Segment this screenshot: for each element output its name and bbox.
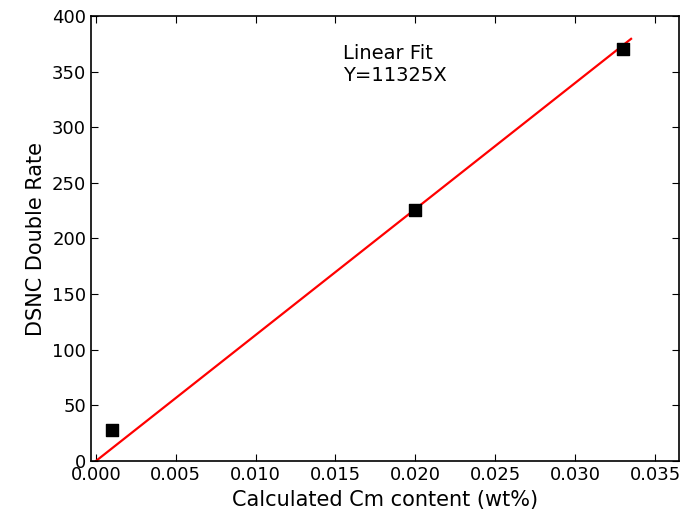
Point [410,205,421,214]
Y-axis label: DSNC Double Rate: DSNC Double Rate [27,142,46,335]
Text: Linear Fit
Y=11325X: Linear Fit Y=11325X [344,43,447,85]
Point [617,45,629,54]
Point [106,426,118,434]
X-axis label: Calculated Cm content (wt%): Calculated Cm content (wt%) [232,490,538,509]
